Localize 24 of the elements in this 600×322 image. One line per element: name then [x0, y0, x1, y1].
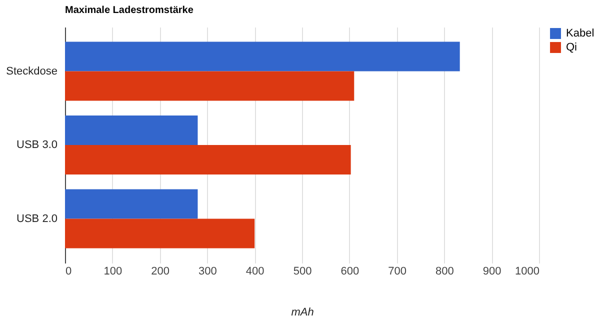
- x-tick-label: 100: [104, 266, 122, 278]
- x-tick-label: 900: [482, 266, 502, 278]
- x-tick-label: 0: [66, 266, 72, 278]
- x-axis-title: mAh: [291, 306, 314, 318]
- x-tick-label: 700: [388, 266, 406, 278]
- bar: [65, 145, 351, 174]
- x-tick-label: 600: [340, 266, 360, 278]
- bar: [65, 218, 255, 248]
- y-tick-label: Steckdose: [6, 65, 58, 78]
- x-tick-label: 800: [436, 266, 454, 278]
- bar: [65, 189, 198, 219]
- x-tick-label: 400: [246, 266, 264, 278]
- bar: [65, 71, 354, 101]
- bar: [65, 42, 460, 72]
- x-tick-label: 200: [151, 266, 170, 278]
- chart-title: Maximale Ladestromstärke: [65, 5, 194, 16]
- y-tick-label: USB 2.0: [16, 212, 58, 225]
- x-tick-label: 500: [293, 266, 312, 278]
- x-tick-label: 1000: [515, 266, 540, 278]
- bar: [65, 116, 198, 145]
- legend-label: Kabel: [566, 28, 594, 40]
- legend-label: Qi: [566, 42, 577, 54]
- x-tick-label: 300: [198, 266, 217, 278]
- y-tick-label: USB 3.0: [16, 139, 58, 151]
